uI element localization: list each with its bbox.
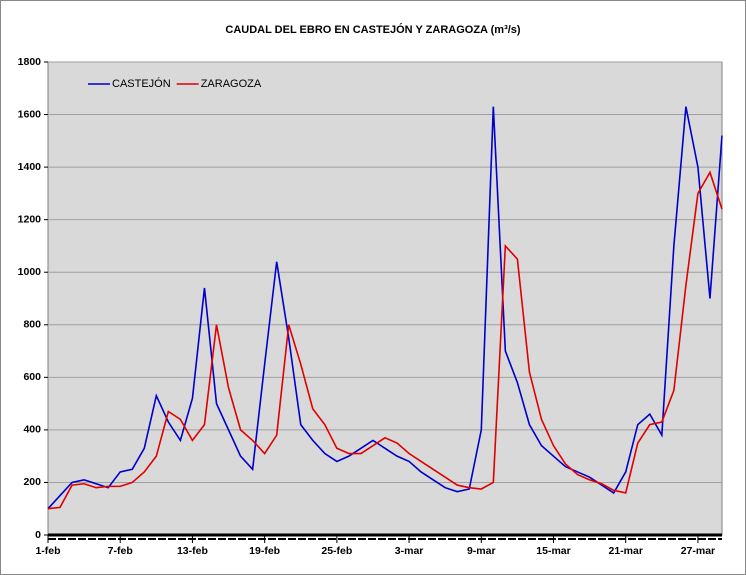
- y-tick-label: 600: [23, 371, 41, 383]
- legend-label: ZARAGOZA: [201, 78, 262, 90]
- y-tick-label: 0: [35, 529, 41, 541]
- y-tick-label: 1200: [18, 213, 42, 225]
- x-tick-label: 13-feb: [177, 545, 208, 557]
- x-tick-label: 19-feb: [249, 545, 280, 557]
- x-tick-label: 15-mar: [536, 545, 570, 557]
- chart-title: CAUDAL DEL EBRO EN CASTEJÓN Y ZARAGOZA (…: [225, 23, 521, 36]
- x-tick-label: 21-mar: [608, 545, 642, 557]
- x-tick-label: 1-feb: [35, 545, 60, 557]
- plot-area: [47, 61, 723, 536]
- y-tick-label: 1800: [18, 56, 42, 68]
- series-line: [47, 170, 723, 510]
- legend-label: CASTEJÓN: [112, 77, 171, 90]
- x-tick-label: 9-mar: [467, 545, 496, 557]
- y-tick-label: 1400: [18, 161, 42, 173]
- y-tick-label: 200: [23, 476, 41, 488]
- x-tick-label: 27-mar: [681, 545, 715, 557]
- y-tick-label: 400: [23, 424, 41, 436]
- series-line: [47, 106, 723, 510]
- y-tick-label: 800: [23, 319, 41, 331]
- x-tick-label: 3-mar: [395, 545, 424, 557]
- x-tick-label: 25-feb: [321, 545, 352, 557]
- y-tick-label: 1600: [18, 108, 42, 120]
- x-tick-label: 7-feb: [108, 545, 133, 557]
- y-tick-label: 1000: [18, 266, 42, 278]
